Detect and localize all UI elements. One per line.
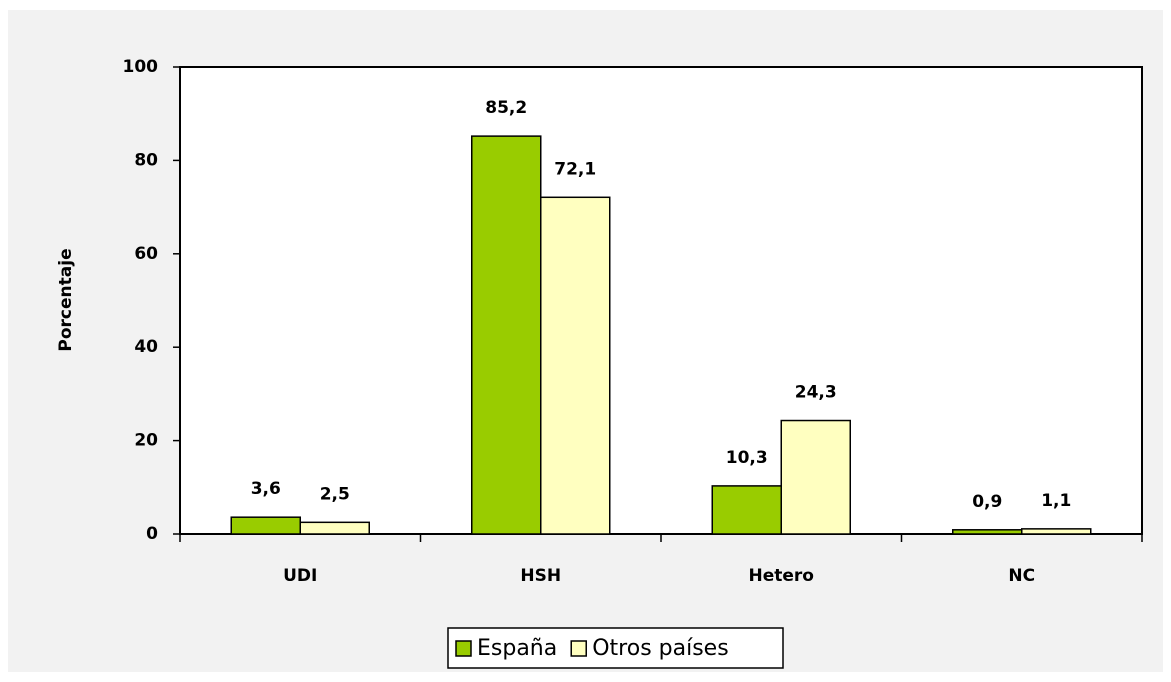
data-label: 72,1 [554,159,596,179]
x-tick-label: HSH [520,566,561,586]
bar [952,529,1023,535]
x-tick-label: NC [1008,566,1035,586]
y-tick-label: 80 [134,150,158,170]
x-tick-label: Hetero [749,566,814,586]
y-tick-label: 60 [134,244,158,264]
data-label: 1,1 [1041,491,1071,511]
data-label: 85,2 [485,98,527,118]
legend-swatch [570,640,587,657]
data-label: 2,5 [320,484,350,504]
data-label: 3,6 [251,479,281,499]
bar [780,419,851,535]
bar [230,516,301,535]
y-tick-label: 0 [146,524,158,544]
bar [1021,528,1092,535]
data-label: 24,3 [795,383,837,403]
y-tick-label: 20 [134,431,158,451]
bar [471,135,542,535]
data-label: 10,3 [726,448,768,468]
y-axis-label: Porcentaje [56,248,76,351]
bar [711,485,782,535]
plot-area [179,66,1143,535]
legend [447,627,784,669]
legend-label: Otros países [592,636,728,661]
data-label: 0,9 [972,492,1002,512]
y-tick-label: 100 [123,57,159,77]
bar [540,196,611,535]
y-tick-label: 40 [134,337,158,357]
bar [299,521,370,535]
legend-swatch [455,640,472,657]
x-tick-label: UDI [283,566,317,586]
legend-label: España [477,636,557,661]
